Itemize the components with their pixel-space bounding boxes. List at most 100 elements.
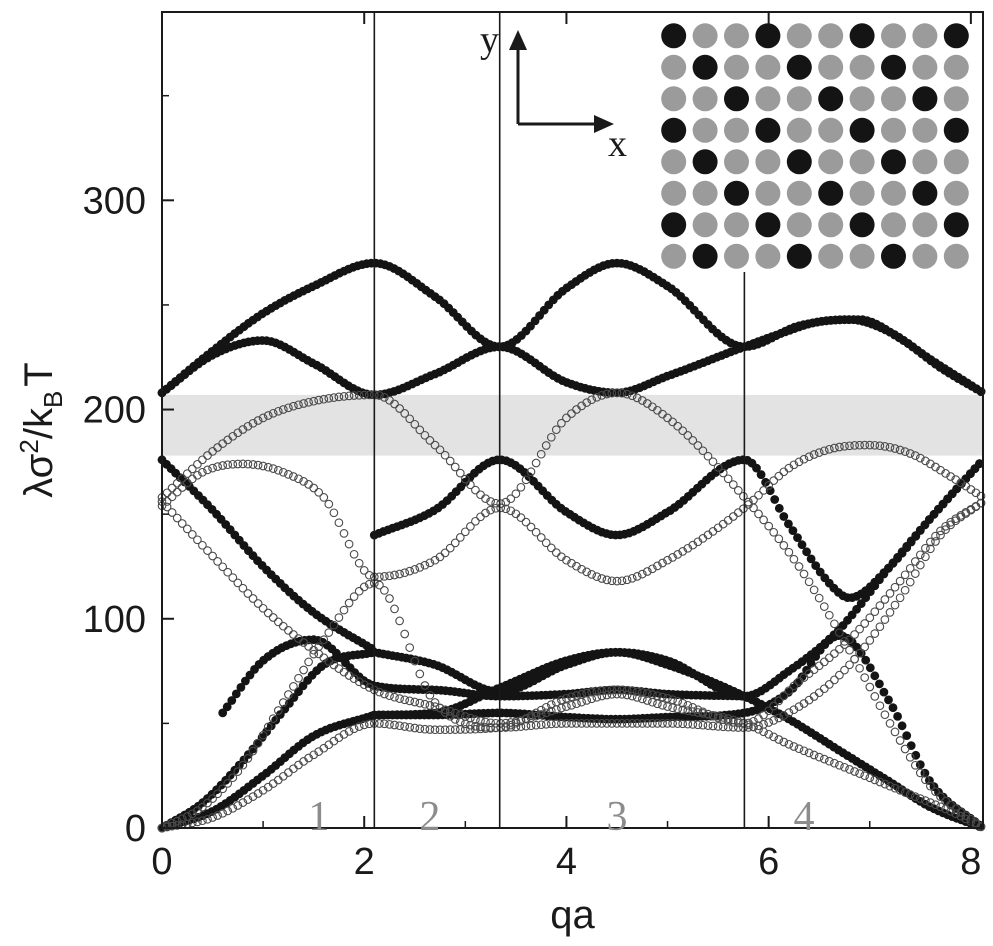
data-point: [794, 562, 804, 571]
data-point: [880, 615, 890, 624]
data-point: [319, 394, 329, 404]
data-point: [769, 716, 779, 725]
data-point: [749, 495, 758, 505]
data-point: [395, 721, 404, 731]
data-point: [784, 519, 793, 529]
data-point: [814, 688, 824, 698]
data-point: [238, 459, 248, 469]
data-point: [557, 719, 566, 728]
data-point: [875, 622, 885, 632]
data-point: [233, 578, 243, 588]
data-point: [177, 519, 187, 528]
data-point: [976, 387, 986, 396]
data-point: [607, 388, 617, 398]
data-point: [324, 499, 334, 509]
data-point: [400, 695, 410, 705]
lattice-particle-light: [881, 117, 906, 143]
data-point: [445, 725, 455, 734]
data-point: [501, 718, 511, 728]
data-point: [546, 432, 556, 442]
data-point: [526, 467, 536, 477]
data-point: [688, 720, 698, 729]
data-point: [501, 504, 511, 514]
data-point: [764, 706, 774, 716]
data-point: [698, 707, 708, 717]
data-point: [915, 768, 925, 778]
data-point: [380, 393, 389, 402]
data-point: [642, 567, 652, 576]
data-point: [562, 555, 571, 565]
lattice-particle-dark: [849, 23, 875, 49]
lattice-particle-light: [692, 23, 718, 49]
data-point: [936, 792, 945, 802]
data-point: [819, 602, 829, 611]
lattice-particle-light: [849, 54, 875, 80]
data-point: [380, 689, 389, 699]
data-point: [728, 480, 738, 489]
data-point: [208, 463, 217, 473]
data-point: [268, 464, 278, 473]
data-point: [683, 431, 693, 440]
x-tick-label: 2: [354, 841, 375, 883]
lattice-particle-dark: [881, 54, 906, 80]
data-point: [769, 476, 779, 485]
data-point: [890, 600, 900, 610]
data-point: [455, 725, 465, 734]
data-point: [759, 719, 768, 729]
data-point: [911, 750, 921, 760]
data-point: [749, 716, 758, 726]
data-point: [683, 700, 693, 710]
data-point: [759, 710, 768, 720]
data-point: [632, 719, 642, 728]
lattice-particle-light: [849, 243, 875, 269]
data-point: [213, 557, 222, 566]
data-point: [830, 758, 839, 768]
data-point: [435, 445, 445, 455]
data-point: [789, 460, 799, 470]
data-point: [809, 450, 819, 459]
lattice-particle-light: [849, 149, 875, 175]
lattice-particle-light: [724, 149, 749, 175]
data-point: [450, 725, 460, 734]
region-label-1: 1: [308, 794, 329, 840]
data-point: [344, 598, 354, 608]
data-point: [648, 719, 657, 728]
data-point: [905, 577, 915, 587]
data-point: [460, 527, 470, 537]
data-point: [861, 593, 871, 603]
data-point: [602, 719, 612, 728]
data-point: [797, 672, 807, 682]
lattice-particle-light: [849, 86, 875, 112]
data-point: [811, 561, 821, 570]
data-point: [375, 391, 384, 400]
data-point: [410, 565, 420, 574]
data-point: [471, 485, 480, 495]
data-point: [420, 430, 430, 440]
data-point: [248, 460, 258, 469]
data-point: [774, 735, 784, 744]
data-point: [668, 719, 677, 728]
data-point: [713, 722, 723, 731]
data-point: [824, 444, 834, 454]
data-point: [597, 691, 607, 701]
data-point: [895, 785, 905, 795]
data-point: [861, 655, 871, 665]
data-point: [385, 571, 394, 581]
data-point: [546, 543, 556, 553]
data-point: [642, 696, 652, 705]
data-point: [910, 451, 920, 460]
data-point: [739, 723, 748, 732]
data-point: [228, 803, 238, 813]
data-point: [258, 603, 268, 613]
data-point: [713, 713, 723, 723]
data-point: [784, 708, 794, 717]
data-point: [486, 723, 495, 733]
data-point: [218, 808, 228, 818]
data-point: [673, 421, 683, 431]
data-point: [562, 719, 571, 728]
data-point: [921, 796, 930, 805]
data-point: [193, 470, 202, 480]
data-point: [975, 459, 984, 469]
data-point: [400, 568, 410, 578]
data-point: [779, 512, 789, 521]
